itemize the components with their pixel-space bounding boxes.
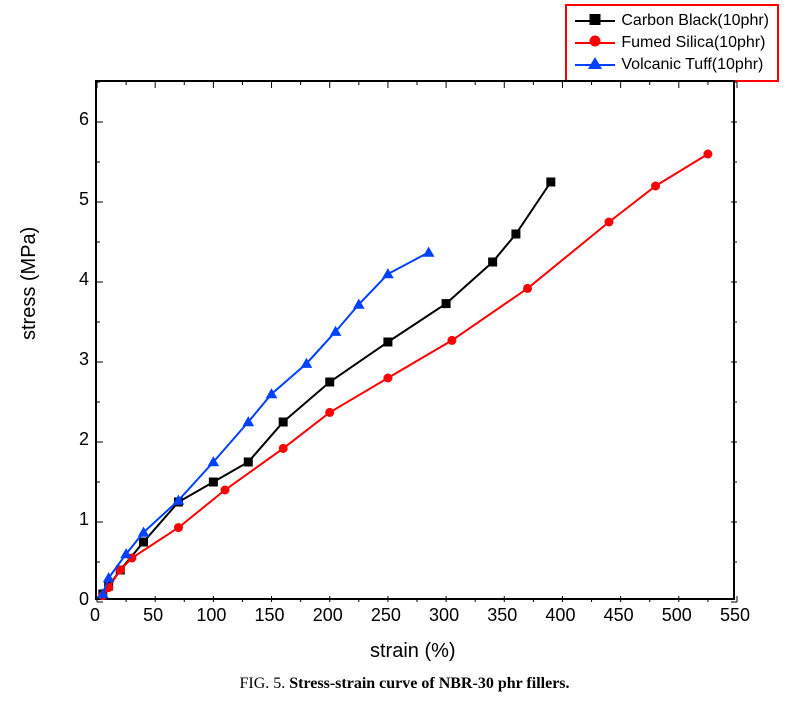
y-tick-label: 0 [49,589,89,610]
y-tick-label: 3 [49,349,89,370]
square-icon [590,12,601,30]
y-tick-label: 6 [49,109,89,130]
x-tick-label: 550 [715,605,755,626]
caption-text: Stress-strain curve of NBR-30 phr filler… [289,675,569,692]
legend-item: Carbon Black(10phr) [575,10,769,32]
y-axis-label: stress (MPa) [18,227,41,340]
y-tick-label: 2 [49,429,89,450]
legend-label: Carbon Black(10phr) [621,12,769,30]
legend-line-silica [575,42,615,44]
x-tick-label: 100 [191,605,231,626]
legend-label: Fumed Silica(10phr) [621,34,765,52]
y-tick-label: 4 [49,269,89,290]
plot-area [95,80,735,600]
legend: Carbon Black(10phr) Fumed Silica(10phr) … [565,4,779,82]
legend-item: Volcanic Tuff(10phr) [575,54,769,76]
x-tick-label: 450 [599,605,639,626]
legend-item: Fumed Silica(10phr) [575,32,769,54]
plot-svg [97,82,737,602]
x-tick-label: 200 [308,605,348,626]
x-tick-label: 250 [366,605,406,626]
caption-prefix: FIG. 5. [239,675,285,692]
legend-label: Volcanic Tuff(10phr) [621,56,763,74]
triangle-icon [588,56,602,74]
circle-icon [589,34,601,52]
x-tick-label: 500 [657,605,697,626]
legend-line-tuff [575,64,615,66]
x-tick-label: 400 [540,605,580,626]
x-tick-label: 350 [482,605,522,626]
y-tick-label: 5 [49,189,89,210]
y-tick-label: 1 [49,509,89,530]
figure-caption: FIG. 5. Stress-strain curve of NBR-30 ph… [0,675,809,693]
x-tick-label: 150 [250,605,290,626]
legend-line-carbon [575,20,615,22]
chart-container: Carbon Black(10phr) Fumed Silica(10phr) … [0,0,809,701]
x-tick-label: 300 [424,605,464,626]
x-tick-label: 50 [133,605,173,626]
x-axis-label: strain (%) [370,640,456,663]
